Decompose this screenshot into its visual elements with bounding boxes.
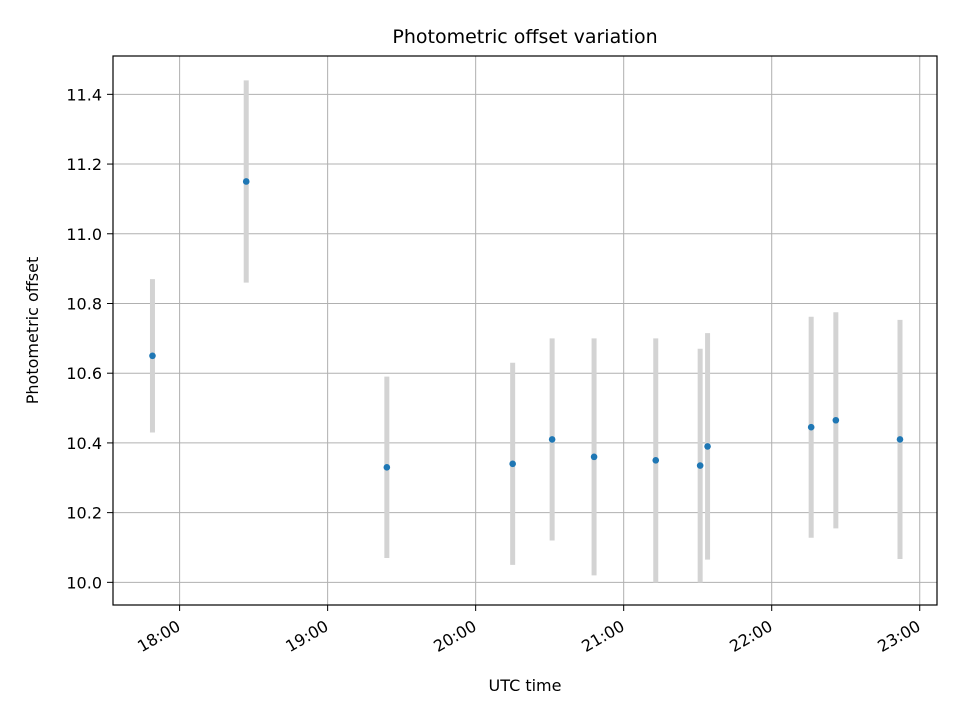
y-axis-title: Photometric offset <box>23 257 42 405</box>
grid-lines <box>113 56 937 605</box>
data-point <box>590 453 598 461</box>
y-tick-label: 11.4 <box>66 85 102 104</box>
y-tick-label: 10.6 <box>66 364 102 383</box>
data-point <box>548 436 556 443</box>
data-point <box>149 352 156 360</box>
y-tick-label: 10.2 <box>66 504 102 523</box>
data-point <box>807 423 815 431</box>
data-point <box>242 178 250 185</box>
data-point <box>652 457 660 464</box>
y-tick-label: 10.8 <box>66 294 102 313</box>
y-tick-label: 11.0 <box>66 225 102 244</box>
data-point <box>704 443 711 450</box>
y-tick-label: 10.0 <box>66 573 102 592</box>
data-point <box>696 462 704 469</box>
data-point <box>383 464 391 471</box>
y-tick-label: 11.2 <box>66 155 102 174</box>
plot-frame <box>112 55 938 606</box>
data-point <box>896 436 904 443</box>
data-point <box>509 460 516 468</box>
data-points <box>149 178 904 471</box>
x-axis-title: UTC time <box>489 676 562 695</box>
chart-title: Photometric offset variation <box>392 26 657 48</box>
data-point <box>832 416 840 424</box>
y-tick-label: 10.4 <box>66 434 102 453</box>
